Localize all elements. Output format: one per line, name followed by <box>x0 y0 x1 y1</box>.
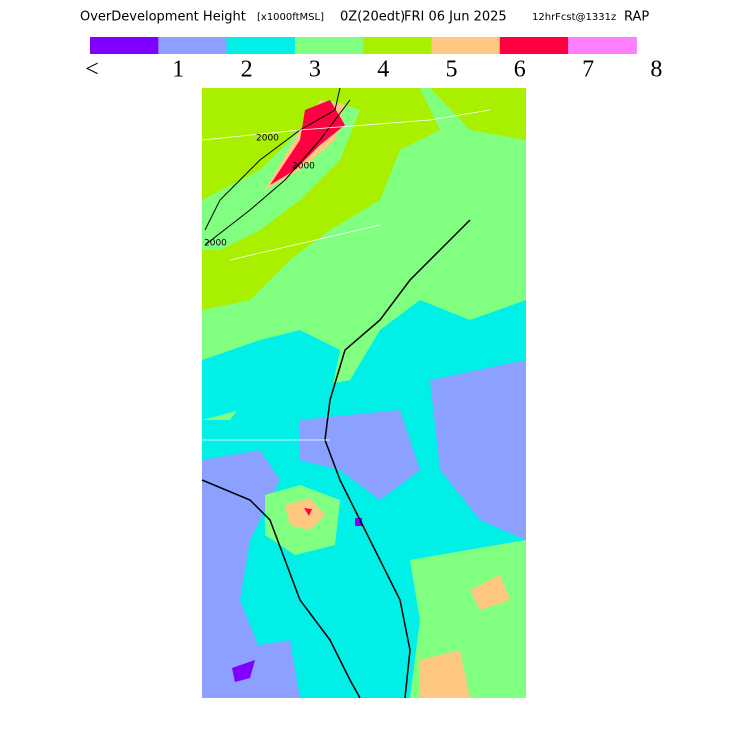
colorbar-label: 6 <box>514 57 526 83</box>
title: OverDevelopment Height [x1000ftMSL] 0Z(2… <box>80 10 649 25</box>
colorbar-bin <box>226 37 296 54</box>
contour-label: 2000 <box>256 134 279 144</box>
title-model: RAP <box>624 10 649 25</box>
region <box>430 88 526 140</box>
state-border <box>201 109 491 441</box>
colorbar-label: 4 <box>377 57 389 83</box>
colorbar-bin <box>90 37 159 54</box>
map: 2000 2000 2000 <box>201 87 526 699</box>
colorbar-label: 7 <box>582 57 594 83</box>
colorbar-bin <box>158 37 228 54</box>
colorbar-label: 1 <box>172 57 184 83</box>
colorbar: <1 2 3 4 5 6 7 8 <box>85 37 662 83</box>
region <box>285 498 325 530</box>
colorbar-bin <box>568 37 637 54</box>
region <box>202 88 440 310</box>
title-text: OverDevelopment Height <box>80 10 246 25</box>
region <box>470 575 510 610</box>
colorbar-label: 2 <box>241 57 253 83</box>
contour <box>204 87 341 231</box>
contour-label: 2000 <box>292 162 315 172</box>
region <box>420 650 470 698</box>
region <box>270 100 345 185</box>
title-units: [x1000ftMSL] <box>257 12 324 23</box>
region <box>202 330 340 420</box>
colorbar-label: 5 <box>446 57 458 83</box>
region <box>304 508 312 516</box>
contour <box>204 99 351 246</box>
colorbar-bin <box>294 37 364 54</box>
colorbar-label: 8 <box>650 57 662 83</box>
contour-label: 2000 <box>204 239 227 249</box>
region <box>202 450 280 698</box>
coastline <box>201 479 361 699</box>
title-time: 0Z(20edt) <box>340 10 405 25</box>
colorbar-label: < <box>85 57 99 83</box>
region <box>232 660 255 682</box>
colorbar-bin <box>499 37 569 54</box>
region <box>430 360 526 540</box>
colorbar-label: 3 <box>309 57 321 83</box>
title-date: FRI 06 Jun 2025 <box>404 10 507 25</box>
colorbar-bin <box>363 37 432 54</box>
colorbar-bin <box>431 37 501 54</box>
region <box>300 410 420 500</box>
title-forecast: 12hrFcst@1331z <box>532 12 616 23</box>
